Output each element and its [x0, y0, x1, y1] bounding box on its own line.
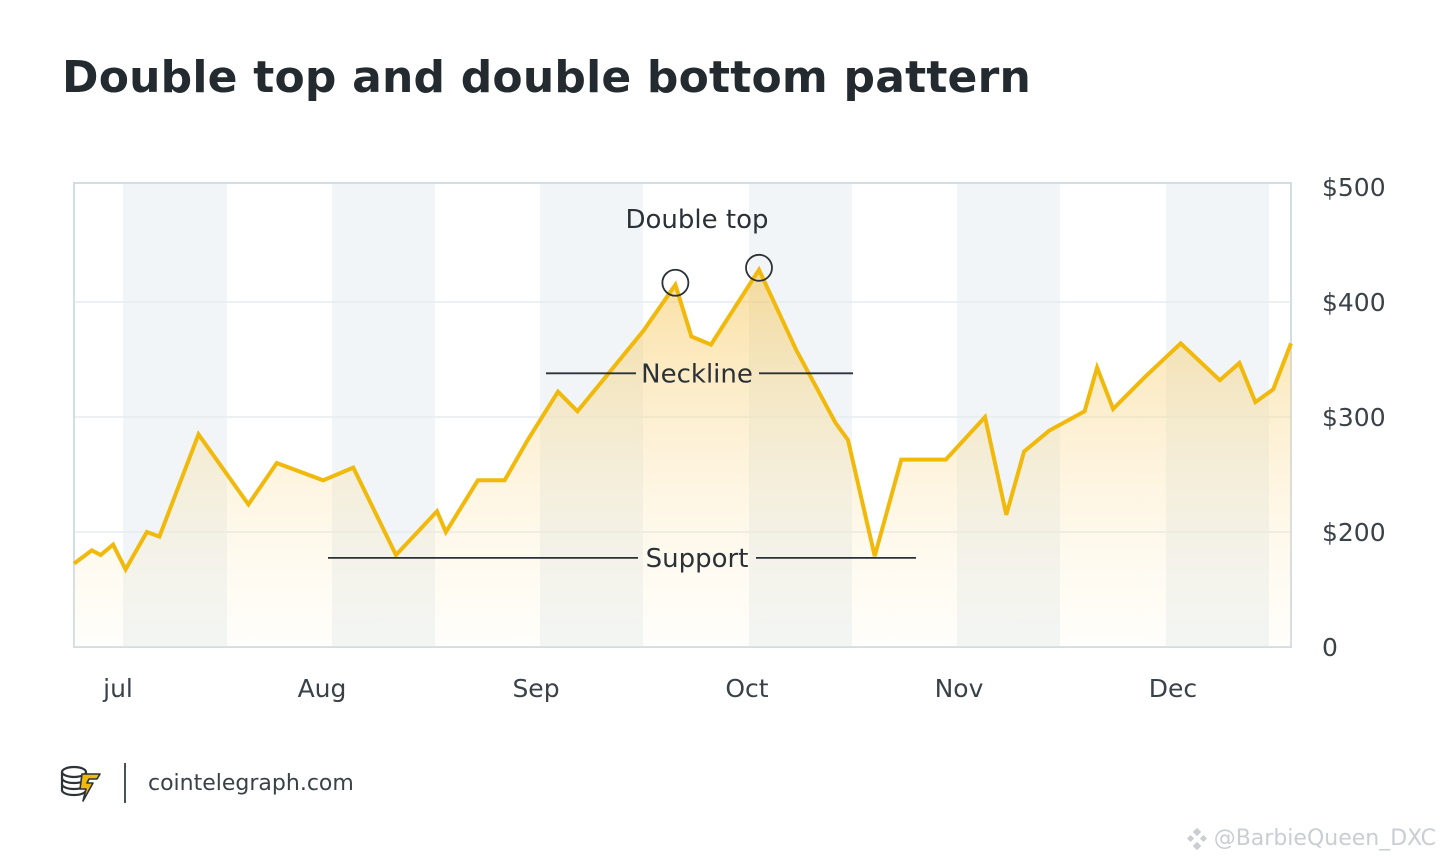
double-top-label: Double top [626, 205, 769, 235]
footer-site-text: cointelegraph.com [148, 770, 354, 796]
x-tick-label: jul [102, 674, 133, 703]
y-tick-label: $200 [1322, 518, 1386, 547]
x-tick-label: Aug [298, 674, 347, 703]
cointelegraph-logo-icon [60, 765, 101, 802]
peak-marker [745, 253, 773, 282]
price-line [72, 265, 1293, 574]
x-tick-label: Nov [935, 674, 984, 703]
x-tick-label: Dec [1149, 674, 1197, 703]
y-tick-label: 0 [1322, 633, 1338, 662]
y-tick-label: $500 [1322, 173, 1386, 202]
support-label: Support [646, 544, 749, 574]
y-tick-label: $400 [1322, 288, 1386, 317]
watermark-text: @BarbieQueen_DXC [1213, 826, 1436, 851]
y-tick-label: $300 [1322, 403, 1386, 432]
x-tick-label: Oct [725, 674, 768, 703]
x-tick-label: Sep [512, 674, 559, 703]
page-title: Double top and double bottom pattern [62, 52, 1032, 103]
watermark: @BarbieQueen_DXC [1186, 826, 1436, 851]
footer-divider [124, 763, 126, 803]
binance-square-icon [1186, 827, 1207, 850]
price-area [74, 269, 1291, 647]
neckline-label: Neckline [641, 359, 753, 389]
peak-marker [661, 268, 690, 297]
footer: cointelegraph.com [58, 760, 354, 806]
